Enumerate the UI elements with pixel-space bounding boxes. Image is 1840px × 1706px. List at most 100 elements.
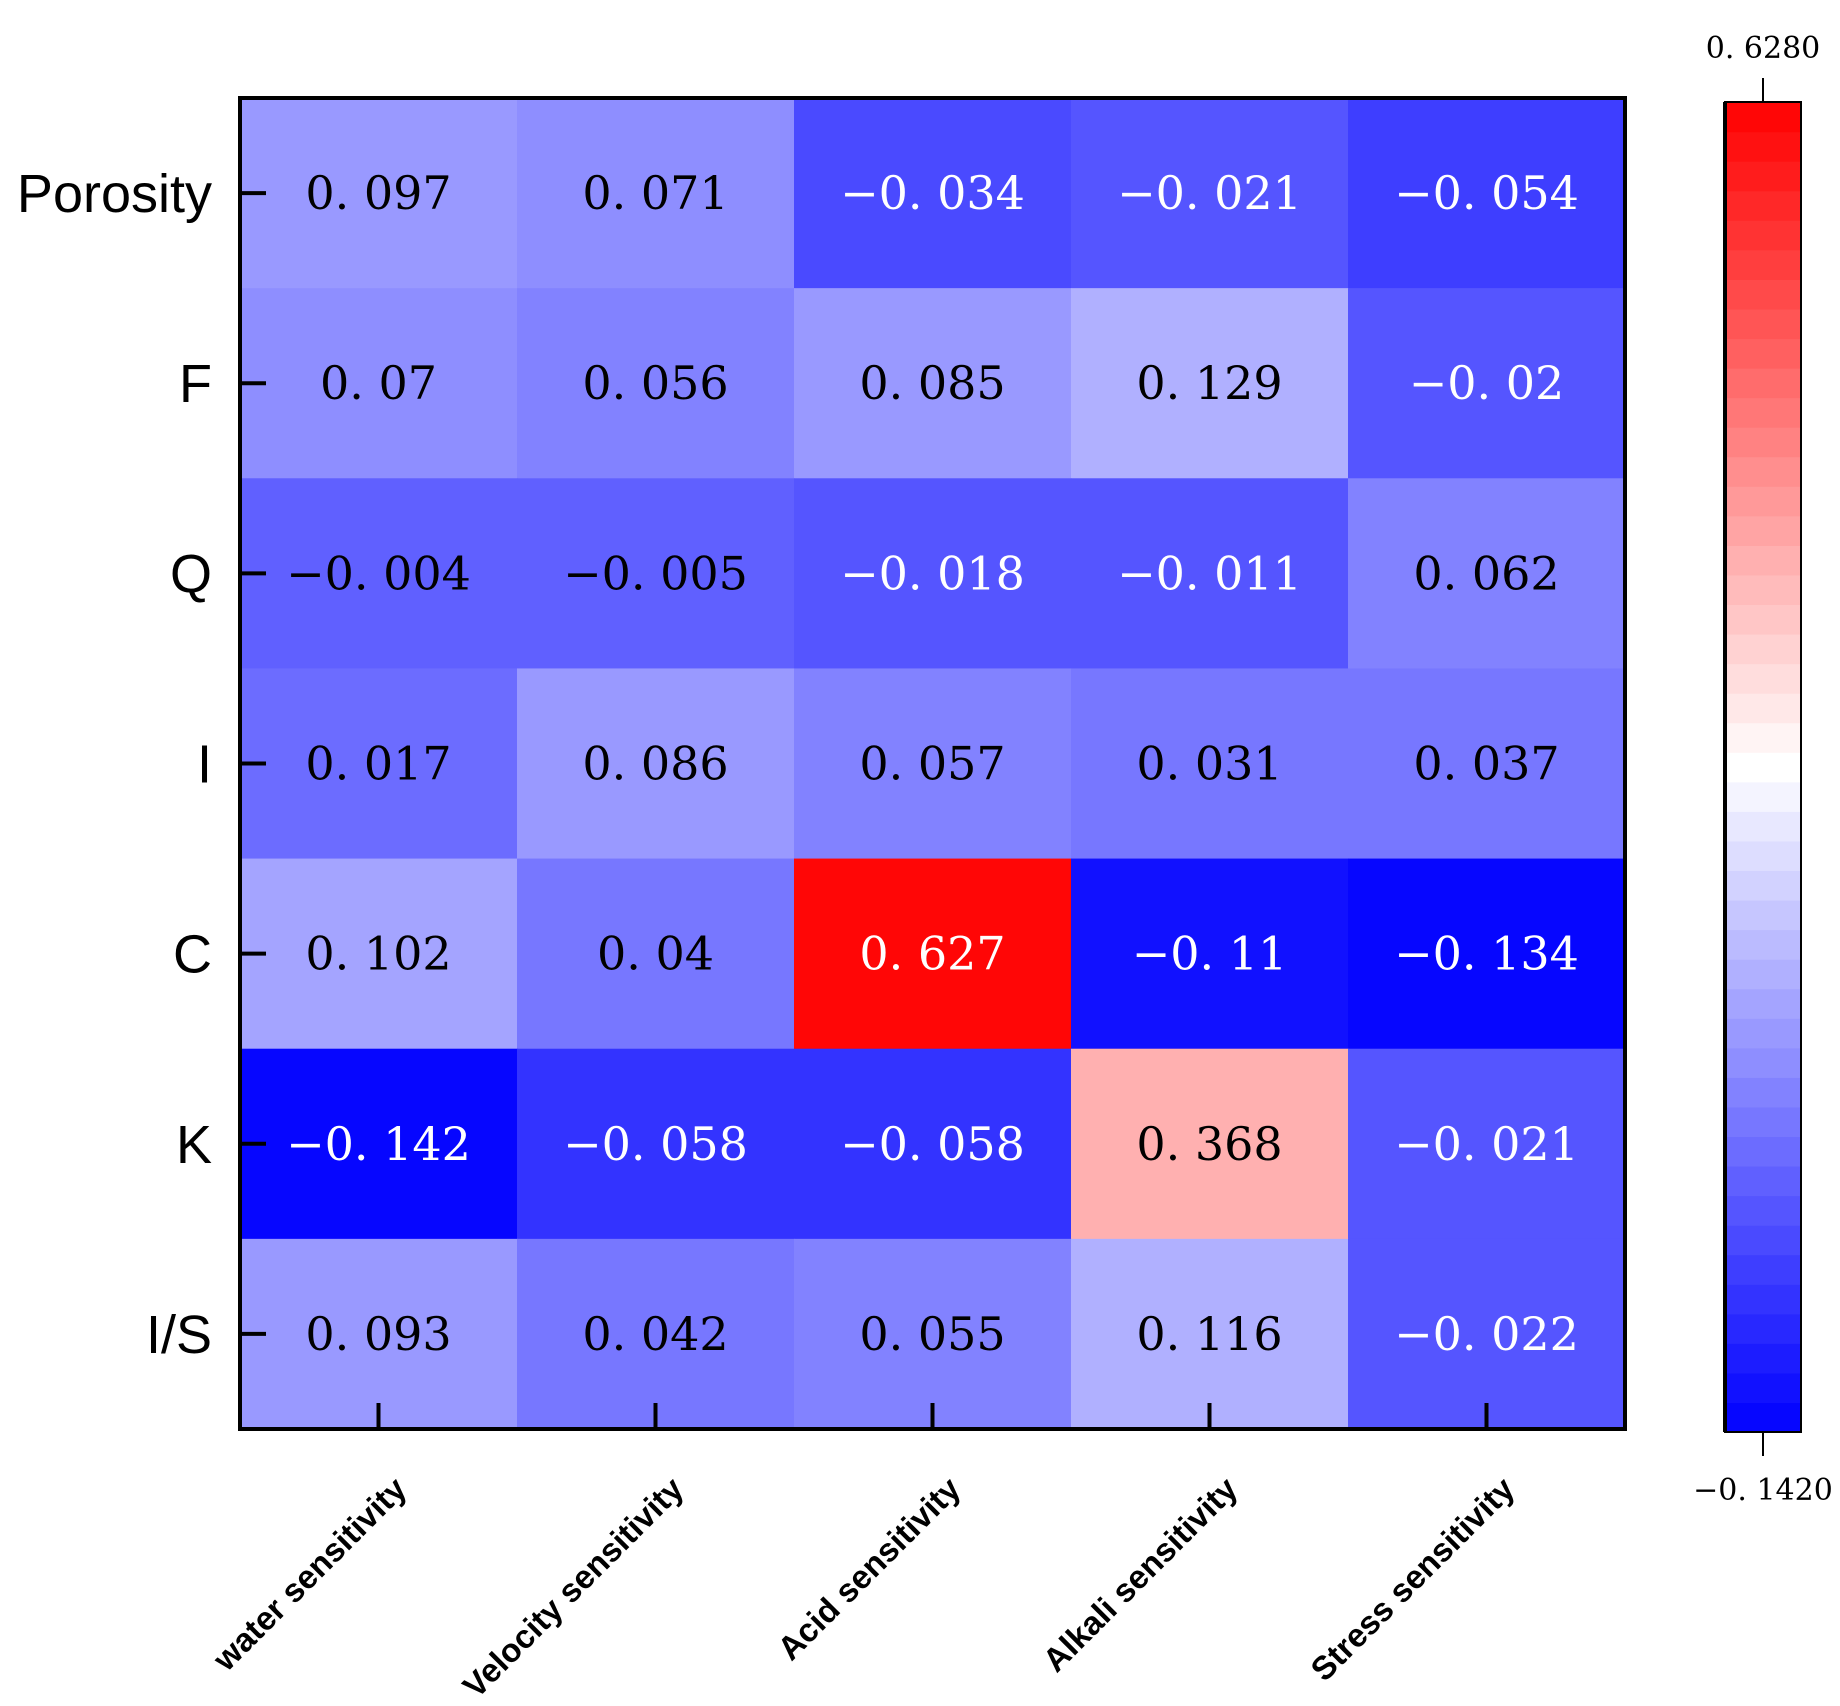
heatmap-cell (1071, 98, 1349, 289)
colorbar-level (1725, 1018, 1801, 1049)
heatmap-cell (1348, 858, 1626, 1050)
cell-value-label: 0. 031 (1136, 737, 1282, 791)
cell-value-label: −0. 034 (840, 166, 1025, 220)
cell-value-label: −0. 058 (563, 1117, 748, 1171)
cell-value-label: 0. 627 (859, 927, 1005, 981)
heatmap-cell (517, 1048, 795, 1240)
cell-value-label: −0. 058 (840, 1117, 1025, 1171)
y-tick-label: I/S (146, 1305, 212, 1365)
cell-value-label: 0. 086 (582, 737, 728, 791)
cell-value-label: −0. 021 (1394, 1117, 1579, 1171)
colorbar-level (1725, 338, 1801, 369)
cell-value-label: 0. 056 (582, 356, 728, 410)
x-tick-label: Stress sensitivity (1303, 1469, 1522, 1688)
heatmap-cell (517, 858, 795, 1050)
heatmap-cell (1071, 288, 1349, 479)
colorbar: 0. 6280 −0. 1420 (1693, 31, 1833, 1508)
cell-value-label: −0. 018 (840, 546, 1025, 600)
cell-value-label: −0. 134 (1394, 927, 1579, 981)
colorbar-max-label: 0. 6280 (1706, 31, 1821, 66)
cell-value-label: −0. 022 (1394, 1307, 1579, 1361)
colorbar-level (1725, 811, 1801, 842)
cell-value-label: 0. 102 (305, 927, 451, 981)
heatmap-cell (1071, 1238, 1349, 1430)
heatmap-cell (1348, 98, 1626, 289)
colorbar-level (1725, 102, 1801, 133)
cell-value-label: −0. 142 (286, 1117, 471, 1171)
cell-value-label: 0. 129 (1136, 356, 1282, 410)
colorbar-level (1725, 722, 1801, 753)
x-tick-label: Acid sensitivity (770, 1469, 968, 1667)
colorbar-min-label: −0. 1420 (1693, 1473, 1833, 1508)
cell-value-label: −0. 004 (286, 546, 471, 600)
colorbar-level (1725, 1047, 1801, 1078)
heatmap-cell (517, 1238, 795, 1430)
colorbar-level (1725, 397, 1801, 428)
colorbar-level (1725, 1313, 1801, 1344)
heatmap-cell (794, 1048, 1072, 1240)
cell-value-label: 0. 04 (597, 927, 714, 981)
cell-value-label: −0. 11 (1132, 927, 1288, 981)
heatmap-cell (517, 478, 795, 669)
heatmap-cells (240, 98, 1626, 1430)
heatmap-cell (794, 478, 1072, 669)
heatmap-cell (240, 858, 518, 1050)
heatmap-cell (794, 1238, 1072, 1430)
colorbar-level (1725, 900, 1801, 931)
x-axis: water sensitivity Velocity sensitivity Aci… (205, 1403, 1522, 1705)
colorbar-level (1725, 1106, 1801, 1138)
heatmap-cell (1348, 668, 1626, 860)
colorbar-level (1725, 840, 1801, 872)
colorbar-level (1725, 604, 1801, 635)
cell-value-label: 0. 017 (305, 737, 451, 791)
cell-value-label: −0. 021 (1117, 166, 1302, 220)
colorbar-level (1725, 1166, 1801, 1197)
colorbar-level (1725, 693, 1801, 724)
heatmap-cell (1348, 1238, 1626, 1430)
y-tick-label: Q (170, 544, 212, 604)
cell-value-label: 0. 071 (582, 166, 728, 220)
heatmap-cell (240, 98, 518, 289)
y-tick-label: K (176, 1115, 212, 1175)
colorbar-level (1725, 131, 1801, 162)
heatmap-cell (240, 288, 518, 479)
cell-value-label: 0. 368 (1136, 1117, 1282, 1171)
heatmap-cell (1071, 1048, 1349, 1240)
heatmap-cell (1348, 288, 1626, 479)
colorbar-level (1725, 988, 1801, 1019)
cell-labels: 0. 097 0. 071 −0. 034 −0. 021 −0. 054 0. 07 0.… (286, 166, 1579, 1361)
colorbar-level (1725, 870, 1801, 901)
colorbar-level (1725, 959, 1801, 990)
y-tick-label: F (179, 354, 212, 414)
colorbar-level (1725, 663, 1801, 694)
heatmap-cell (517, 98, 795, 289)
colorbar-level (1725, 456, 1801, 487)
colorbar-level (1725, 1195, 1801, 1226)
colorbar-level (1725, 249, 1801, 280)
colorbar-level (1725, 486, 1801, 517)
colorbar-level (1725, 752, 1801, 783)
y-tick-label: Porosity (17, 164, 212, 224)
heatmap-cell (1071, 858, 1349, 1050)
colorbar-level (1725, 368, 1801, 399)
cell-value-label: 0. 055 (859, 1307, 1005, 1361)
heatmap-cell (794, 668, 1072, 860)
x-tick-label: Alkali sensitivity (1035, 1469, 1244, 1678)
cell-value-label: −0. 011 (1117, 546, 1302, 600)
heatmap-cell (517, 668, 795, 860)
y-tick-label: C (173, 925, 212, 985)
colorbar-level (1725, 545, 1801, 576)
cell-value-label: −0. 005 (563, 546, 748, 600)
heatmap-cell (794, 98, 1072, 289)
cell-value-label: 0. 042 (582, 1307, 728, 1361)
cell-value-label: 0. 097 (305, 166, 451, 220)
colorbar-level (1725, 308, 1801, 340)
x-tick-label: Velocity sensitivity (455, 1469, 690, 1704)
cell-value-label: 0. 07 (320, 356, 437, 410)
colorbar-level (1725, 1225, 1801, 1256)
colorbar-level (1725, 427, 1801, 458)
cell-value-label: 0. 037 (1413, 737, 1559, 791)
cell-value-label: −0. 054 (1394, 166, 1579, 220)
heatmap-cell (517, 288, 795, 479)
colorbar-level (1725, 1343, 1801, 1374)
